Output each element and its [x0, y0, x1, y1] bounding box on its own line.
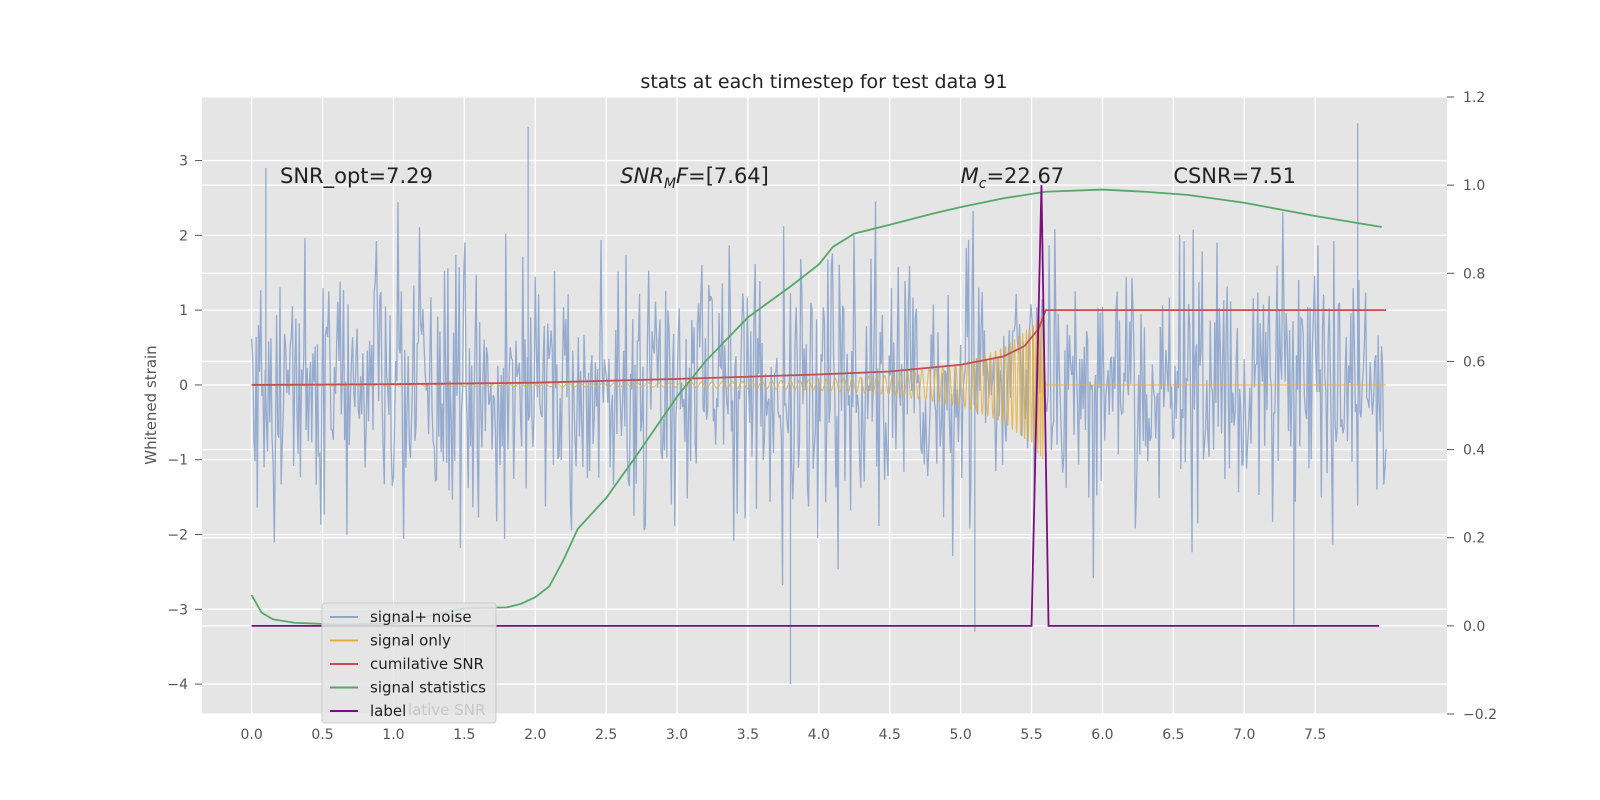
y2-tick-label: 1.2	[1463, 90, 1485, 106]
x-tick-label: 2.0	[524, 727, 546, 743]
stat-annotation: SNR_opt=7.29	[280, 164, 433, 189]
y2-tick-label: −0.2	[1463, 707, 1497, 723]
x-tick-label: 6.5	[1162, 727, 1184, 743]
x-tick-label: 2.5	[595, 727, 617, 743]
x-tick-label: 5.5	[1020, 727, 1042, 743]
legend: lative SNR signal+ noise signal only cumila…	[321, 602, 497, 724]
y2-tick-label: 0.2	[1463, 531, 1485, 547]
y-tick-label: −2	[167, 528, 188, 544]
legend-entry: signal+ noise	[370, 608, 472, 626]
y2-tick-label: 0.6	[1463, 354, 1485, 370]
y-tick-label: 2	[179, 228, 188, 244]
stat-annotation: Mc=22.67	[961, 164, 1065, 192]
x-tick-label: 7.0	[1233, 727, 1255, 743]
x-tick-label: 6.0	[1091, 727, 1113, 743]
chart-title: stats at each timestep for test data 91	[640, 71, 1007, 93]
x-tick-label: 1.5	[453, 727, 475, 743]
y-tick-label: −4	[167, 677, 188, 693]
legend-entry: label	[370, 702, 406, 720]
y-tick-label: 1	[179, 303, 188, 319]
y2-tick-label: 0.4	[1463, 443, 1485, 459]
x-tick-label: 3.0	[666, 727, 688, 743]
y-tick-label: 3	[179, 154, 188, 170]
x-tick-label: 0.0	[240, 727, 262, 743]
y-tick-label: −1	[167, 453, 188, 469]
axes-layer: 0.0 0.5 1.0 1.5 2.0 2.5 3.0 3.5 4.0 4.5 5.0 5.5 6.0 6…	[167, 90, 1497, 743]
x-tick-label: 4.0	[808, 727, 830, 743]
x-tick-label: 3.5	[737, 727, 759, 743]
stat-annotation: CSNR=7.51	[1173, 164, 1296, 188]
x-tick-label: 7.5	[1304, 727, 1326, 743]
y-axis-label: Whitened strain	[142, 345, 160, 464]
y2-tick-label: 1.0	[1463, 178, 1485, 194]
y2-tick-label: 0.8	[1463, 266, 1485, 282]
x-tick-label: 5.0	[949, 727, 971, 743]
x-tick-label: 4.5	[879, 727, 901, 743]
y-tick-label: −3	[167, 602, 188, 618]
legend-box	[321, 602, 497, 724]
y-tick-label: 0	[179, 378, 188, 394]
legend-entry: cumilative SNR	[370, 655, 484, 673]
x-tick-label: 0.5	[311, 727, 333, 743]
series-label-line	[251, 185, 1379, 627]
series-cumulative-snr-line	[251, 309, 1387, 386]
legend-entry: signal statistics	[370, 679, 486, 697]
legend-ghost-text: lative SNR	[408, 701, 485, 719]
series-signal-noise-line	[250, 123, 1387, 685]
annotation-layer: SNR_opt=7.29 SNRMF=[7.64] Mc=22.67 CSNR=7.5…	[280, 164, 1296, 192]
stat-annotation: SNRMF=[7.64]	[620, 164, 769, 192]
series-signal-only-line	[251, 315, 1387, 460]
x-tick-label: 1.0	[382, 727, 404, 743]
y2-tick-label: 0.0	[1463, 619, 1485, 635]
legend-entry: signal only	[370, 632, 451, 650]
